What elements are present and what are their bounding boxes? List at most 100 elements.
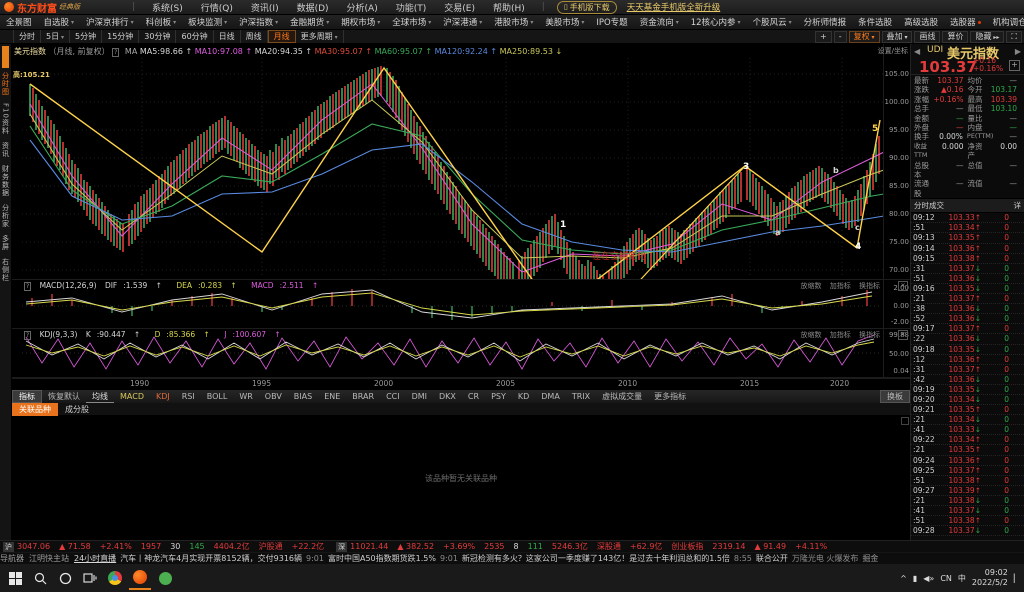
nav-item-cond-screener[interactable]: 条件选股 bbox=[852, 16, 898, 28]
period-5min[interactable]: 5分钟 bbox=[70, 30, 103, 43]
news-tail[interactable]: 掘金 bbox=[862, 554, 879, 563]
fullscreen-button[interactable]: ⛶ bbox=[1006, 30, 1022, 43]
switch-board-button[interactable]: 换板 bbox=[880, 390, 910, 403]
period-5day[interactable]: 5日 ▾ bbox=[41, 30, 71, 43]
kdj-close-icon[interactable]: × bbox=[898, 330, 908, 340]
next-symbol-icon[interactable]: ▶ bbox=[1014, 47, 1021, 56]
promo-link[interactable]: 天天基金手机版全新升级 bbox=[626, 3, 721, 13]
prev-symbol-icon[interactable]: ◀ bbox=[914, 47, 921, 56]
hide-button[interactable]: 隐藏 ▸▸ bbox=[970, 30, 1005, 43]
tab-more-indicators[interactable]: 更多指标 bbox=[654, 392, 687, 401]
macd-add-indicator-button[interactable]: 加指标 bbox=[829, 282, 851, 290]
menu-news[interactable]: 资讯(I) bbox=[250, 3, 279, 14]
tab-macd[interactable]: MACD bbox=[120, 392, 144, 401]
tab-cr[interactable]: CR bbox=[467, 392, 480, 401]
price-chart-panel[interactable]: 美元指数 （月线, 前复权） ? MA MA5:98.66 ↑ MA10:97.… bbox=[12, 44, 910, 280]
macd-panel[interactable]: ? MACD(12,26,9) DIF:1.539 ↑ DEA:0.283 ↑ … bbox=[12, 280, 910, 329]
help-icon[interactable]: ? bbox=[24, 282, 32, 291]
menu-help[interactable]: 帮助(H) bbox=[492, 3, 525, 14]
nav-item-ranking[interactable]: 沪深京排行 ▾ bbox=[80, 16, 140, 28]
nav-item-screener[interactable]: 选股器 bbox=[944, 16, 987, 28]
rail-item-intraday[interactable]: 分时图 bbox=[1, 72, 10, 96]
tab-virtual-volume[interactable]: 虚拟成交量 bbox=[602, 392, 643, 401]
kdj-scale-button[interactable]: 放缩数 bbox=[800, 331, 822, 339]
tick-list[interactable]: 09:12 103.33↑ 0 :51 103.34↑ 0 09:13 103.35↑ 0 … bbox=[911, 213, 1024, 540]
news-item[interactable]: 新冠检测有多火？这家公司一季度赚了143亿！是过去十年利润总和的1.5倍 bbox=[461, 554, 730, 563]
price-calc-button[interactable]: 算价 bbox=[942, 30, 969, 43]
tab-dkx[interactable]: DKX bbox=[439, 392, 456, 401]
period-intraday[interactable]: 分时 bbox=[13, 30, 41, 43]
period-monthly[interactable]: 月线 bbox=[267, 30, 296, 43]
nav-item-analyst[interactable]: 分析师情报 bbox=[798, 16, 853, 28]
nav-item-core-report[interactable]: 12核心内参 ▾ bbox=[685, 16, 747, 28]
menu-system[interactable]: 系统(S) bbox=[152, 3, 183, 14]
kdj-add-indicator-button[interactable]: 加指标 bbox=[829, 331, 851, 339]
tab-kd[interactable]: KD bbox=[517, 392, 530, 401]
tab-boll[interactable]: BOLL bbox=[206, 392, 228, 401]
taskbar-clock[interactable]: 09:02 2022/5/2 bbox=[972, 568, 1008, 588]
rail-item-news[interactable]: 资讯 bbox=[1, 141, 10, 158]
windows-start-icon[interactable] bbox=[4, 567, 26, 589]
period-60min[interactable]: 60分钟 bbox=[176, 30, 214, 43]
nav-item-stock-wind[interactable]: 个股风云 ▾ bbox=[747, 16, 798, 28]
nav-item-watchlist[interactable]: 自选股 ▾ bbox=[38, 16, 81, 28]
news-source[interactable]: 导航器 bbox=[0, 554, 24, 563]
news-item[interactable]: 富时中国A50指数期货跌1.5% bbox=[327, 554, 436, 563]
nav-item-options[interactable]: 期权市场 ▾ bbox=[335, 16, 386, 28]
tab-kdj[interactable]: KDJ bbox=[155, 392, 170, 401]
tab-brar[interactable]: BRAR bbox=[352, 392, 375, 401]
show-desktop-button[interactable]: ▏ bbox=[1013, 573, 1020, 583]
period-weekly[interactable]: 周线 bbox=[241, 30, 268, 43]
nav-item-ipo[interactable]: IPO专题 bbox=[590, 16, 633, 28]
rail-item-multiscreen[interactable]: 多屏 bbox=[1, 234, 10, 251]
nav-item-us[interactable]: 美股市场 ▾ bbox=[539, 16, 590, 28]
tab-rsi[interactable]: RSI bbox=[181, 392, 195, 401]
help-icon[interactable]: ? bbox=[112, 48, 120, 57]
tab-obv[interactable]: OBV bbox=[264, 392, 282, 401]
news-live-tag[interactable]: 24小时直播 bbox=[74, 554, 117, 563]
tab-indicator[interactable]: 指标 bbox=[12, 390, 42, 403]
nav-item-institution[interactable]: 机构调仓 bbox=[987, 16, 1024, 28]
menu-trade[interactable]: 交易(E) bbox=[444, 3, 475, 14]
nav-item-indices[interactable]: 沪深指数 ▾ bbox=[233, 16, 284, 28]
tab-trix[interactable]: TRIX bbox=[571, 392, 591, 401]
task-view-icon[interactable] bbox=[79, 567, 101, 589]
nav-item-financial-futures[interactable]: 金融期货 ▾ bbox=[284, 16, 335, 28]
kdj-panel[interactable]: ? KDJ(9,3,3) K:90.447 ↑ D:85.366 ↑ J:100… bbox=[12, 329, 910, 378]
rail-item-analyst[interactable]: 分析家 bbox=[1, 203, 10, 228]
tab-ma[interactable]: 均线 bbox=[86, 391, 114, 403]
add-to-watchlist-button[interactable]: + bbox=[1009, 60, 1020, 71]
tab-ene[interactable]: ENE bbox=[324, 392, 341, 401]
tab-bias[interactable]: BIAS bbox=[293, 392, 313, 401]
adjust-price-button[interactable]: 复权 ▾ bbox=[848, 30, 880, 43]
nav-item-capital-flow[interactable]: 资金流向 ▾ bbox=[634, 16, 685, 28]
help-icon[interactable]: ? bbox=[24, 331, 32, 340]
tab-restore-default[interactable]: 恢复默认 bbox=[48, 392, 80, 401]
rail-item-f10[interactable]: F10资料 bbox=[1, 103, 10, 135]
ime-mode[interactable]: 中 bbox=[957, 573, 966, 583]
nav-item-global[interactable]: 全球市场 ▾ bbox=[386, 16, 437, 28]
tab-cci[interactable]: CCI bbox=[386, 392, 400, 401]
cortana-icon[interactable] bbox=[54, 567, 76, 589]
chrome-icon[interactable] bbox=[104, 567, 126, 589]
eastmoney-icon[interactable] bbox=[129, 566, 151, 590]
search-icon[interactable] bbox=[29, 567, 51, 589]
mobile-download-button[interactable]: ▯ 手机版下载 bbox=[556, 0, 617, 14]
period-30min[interactable]: 30分钟 bbox=[139, 30, 177, 43]
nav-item-adv-screener[interactable]: 高级选股 bbox=[898, 16, 944, 28]
chart-settings-link[interactable]: 设置/坐标 bbox=[877, 47, 908, 55]
network-icon[interactable]: ▮ bbox=[912, 573, 918, 583]
nav-item-connect[interactable]: 沪深港通 ▾ bbox=[437, 16, 488, 28]
tab-related-products[interactable]: 关联品种 bbox=[12, 402, 58, 416]
kdj-switch-indicator-button[interactable]: 换指标 bbox=[859, 331, 880, 339]
wechat-icon[interactable] bbox=[154, 567, 176, 589]
macd-close-icon[interactable]: × bbox=[898, 281, 908, 291]
menu-data[interactable]: 数据(D) bbox=[296, 3, 329, 14]
period-15min[interactable]: 15分钟 bbox=[102, 30, 140, 43]
nav-item-panorama[interactable]: 全景图 bbox=[0, 16, 38, 28]
rail-item-financials[interactable]: 财务数据 bbox=[1, 164, 10, 197]
menu-analysis[interactable]: 分析(A) bbox=[346, 3, 378, 14]
menu-quotes[interactable]: 行情(Q) bbox=[200, 3, 233, 14]
period-more[interactable]: 更多周期 ▾ bbox=[296, 30, 344, 43]
tray-up-icon[interactable]: ^ bbox=[900, 573, 907, 583]
